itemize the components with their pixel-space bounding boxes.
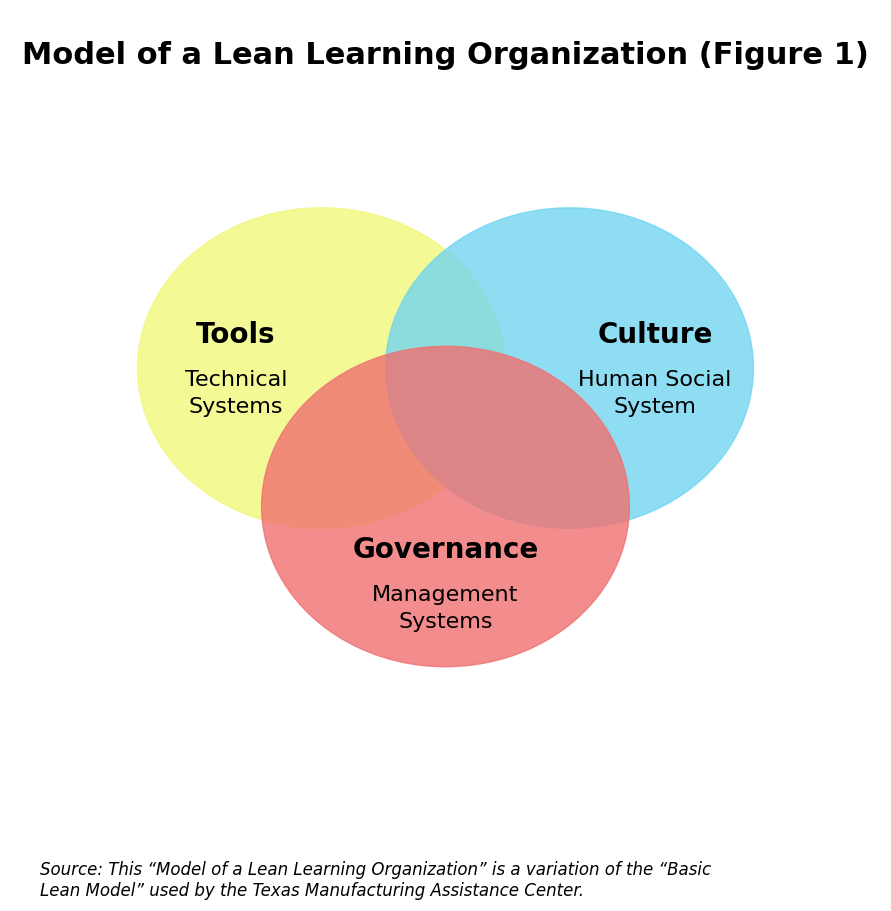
Text: Technical
Systems: Technical Systems <box>184 371 287 416</box>
Text: Culture: Culture <box>597 322 713 349</box>
Text: Model of a Lean Learning Organization (Figure 1): Model of a Lean Learning Organization (F… <box>22 41 869 70</box>
Ellipse shape <box>137 208 505 528</box>
Ellipse shape <box>262 346 629 667</box>
Text: Management
Systems: Management Systems <box>372 586 519 631</box>
Text: Governance: Governance <box>352 537 539 564</box>
Ellipse shape <box>386 208 754 528</box>
Text: Tools: Tools <box>196 322 275 349</box>
Text: Human Social
System: Human Social System <box>578 371 732 416</box>
Text: Source: This “Model of a Lean Learning Organization” is a variation of the “Basi: Source: This “Model of a Lean Learning O… <box>40 861 711 900</box>
